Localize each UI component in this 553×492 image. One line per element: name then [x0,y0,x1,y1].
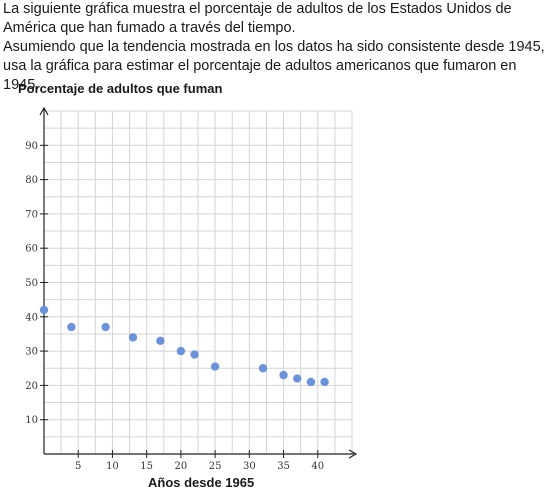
data-point [40,306,48,314]
x-ticks: 5 10 15 20 25 30 35 40 [75,450,324,472]
x-tick-label: 35 [277,461,290,472]
data-point [101,323,109,331]
question-line-1: La siguiente gráfica muestra el porcenta… [3,0,551,38]
data-point [211,362,219,370]
data-point [67,323,75,331]
chart-title: Porcentaje de adultos que fuman [18,81,222,96]
data-points [40,306,329,386]
y-tick-label: 10 [25,415,38,426]
grid-lines [44,111,352,454]
x-tick-label: 5 [75,461,81,472]
data-point [279,371,287,379]
x-tick-label: 10 [106,461,119,472]
data-point [293,374,301,382]
data-point [190,350,198,358]
scatter-chart: 10 20 30 40 50 60 70 80 90 5 10 15 20 25 30 35 40 [0,96,553,476]
x-tick-label: 40 [311,461,324,472]
chart-container: 10 20 30 40 50 60 70 80 90 5 10 15 20 25 30 35 40 [0,96,553,481]
data-point [129,333,137,341]
x-tick-label: 15 [140,461,153,472]
x-axis-label: Años desde 1965 [148,475,254,490]
data-point [177,347,185,355]
y-tick-label: 40 [25,312,38,323]
data-point [259,364,267,372]
y-tick-label: 20 [25,381,38,392]
data-point [156,337,164,345]
x-tick-label: 30 [243,461,256,472]
y-tick-label: 60 [25,244,38,255]
y-tick-label: 90 [25,141,38,152]
x-tick-label: 25 [209,461,222,472]
data-point [320,378,328,386]
x-tick-label: 20 [175,461,188,472]
y-tick-label: 70 [25,209,38,220]
data-point [307,378,315,386]
y-tick-label: 50 [25,278,38,289]
y-tick-label: 80 [25,175,38,186]
y-tick-label: 30 [25,347,38,358]
